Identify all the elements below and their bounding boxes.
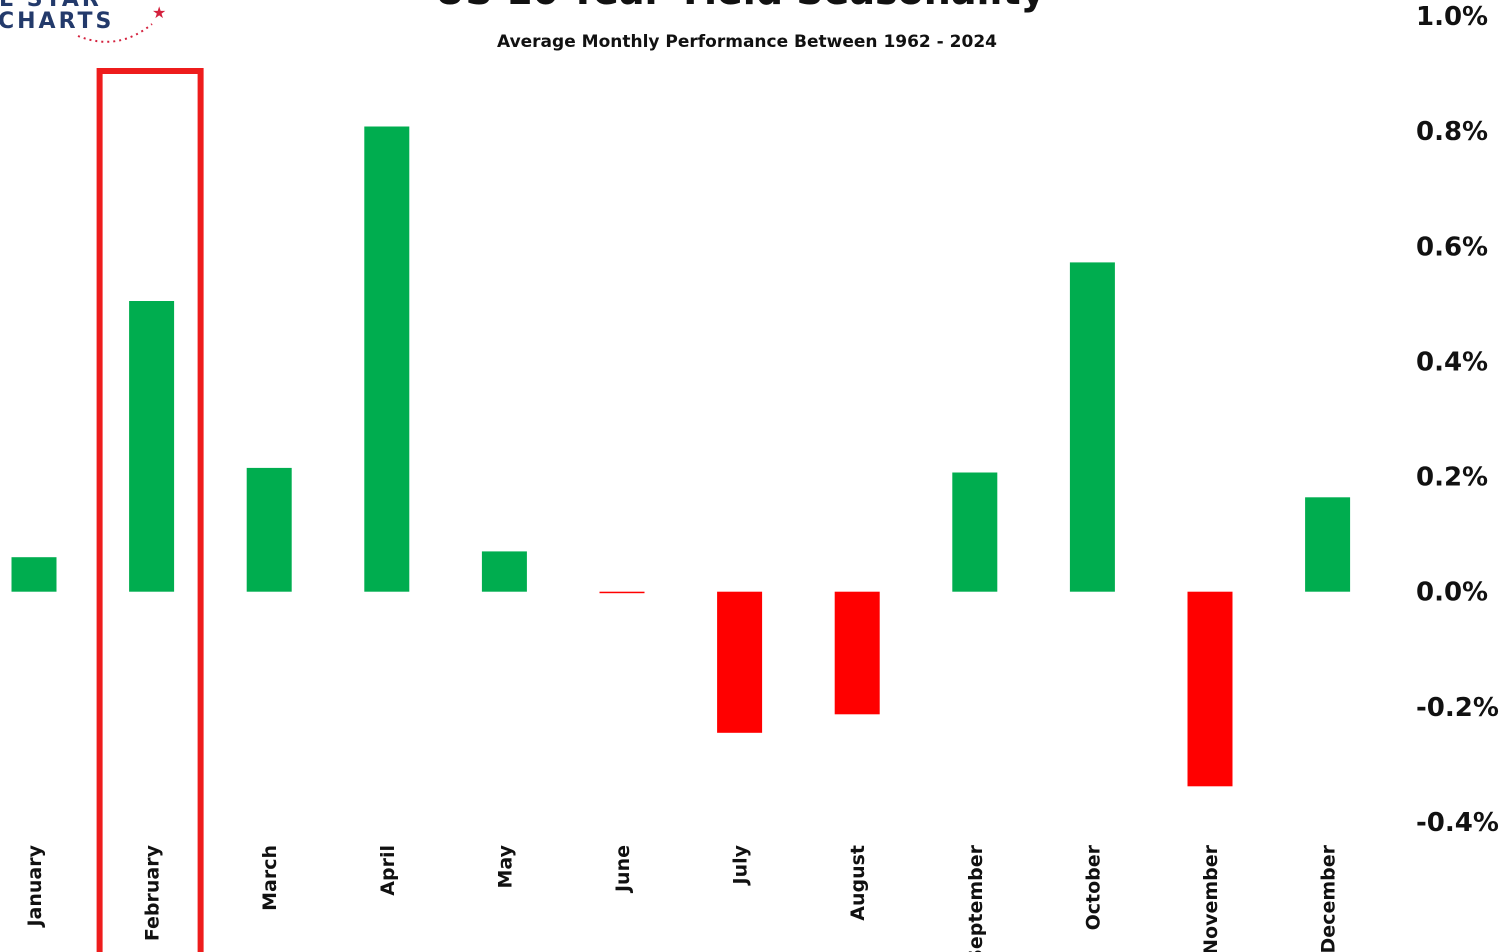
chart-title: US 10-Year Yield Seasonality bbox=[435, 0, 1046, 13]
y-tick-label: 0.0% bbox=[1416, 578, 1488, 608]
bar-december bbox=[1305, 497, 1351, 592]
y-tick-label: 0.4% bbox=[1416, 347, 1488, 377]
bars-layer bbox=[11, 126, 1351, 787]
x-tick-label-february: February bbox=[142, 844, 164, 941]
bar-march bbox=[246, 467, 292, 592]
x-tick-label-july: July bbox=[730, 844, 752, 886]
bar-june bbox=[599, 591, 645, 594]
logo-line-1: ALL STAR bbox=[0, 0, 102, 12]
bar-september bbox=[952, 472, 998, 592]
bar-july bbox=[717, 591, 763, 733]
bar-may bbox=[481, 551, 527, 592]
bar-october bbox=[1069, 262, 1115, 592]
bar-november bbox=[1187, 591, 1233, 787]
logo-line-2: CHARTS bbox=[0, 9, 114, 34]
bar-august bbox=[834, 591, 880, 715]
x-tick-label-april: April bbox=[377, 845, 399, 896]
y-tick-label: 0.2% bbox=[1416, 463, 1488, 493]
highlight-box bbox=[96, 68, 204, 952]
x-tick-label-september: September bbox=[965, 844, 987, 952]
y-tick-label: -0.4% bbox=[1416, 808, 1499, 838]
y-tick-label: 0.6% bbox=[1416, 232, 1488, 262]
x-tick-label-august: August bbox=[847, 845, 869, 921]
bar-february bbox=[129, 301, 175, 592]
x-tick-label-june: June bbox=[612, 845, 634, 894]
y-tick-label: 0.8% bbox=[1416, 117, 1488, 147]
x-tick-label-december: December bbox=[1318, 844, 1340, 952]
y-axis: 1.0% 0.8% 0.6% 0.4% 0.2% 0.0% -0.2% -0.4% bbox=[1416, 2, 1499, 838]
logo: ★ ALL STAR CHARTS bbox=[0, 0, 166, 43]
x-tick-label-may: May bbox=[494, 844, 516, 888]
x-tick-label-march: March bbox=[259, 845, 281, 911]
x-tick-label-november: November bbox=[1200, 844, 1222, 952]
bar-april bbox=[364, 126, 410, 592]
chart-subtitle: Average Monthly Performance Between 1962… bbox=[497, 32, 997, 52]
x-tick-label-january: January bbox=[24, 844, 46, 928]
bar-january bbox=[11, 557, 57, 592]
y-tick-label: 1.0% bbox=[1416, 2, 1488, 32]
x-tick-label-october: October bbox=[1082, 844, 1104, 930]
x-axis: January February March April May June July Augu… bbox=[24, 844, 1340, 952]
y-tick-label: -0.2% bbox=[1416, 693, 1499, 723]
logo-star-icon: ★ bbox=[152, 5, 166, 22]
